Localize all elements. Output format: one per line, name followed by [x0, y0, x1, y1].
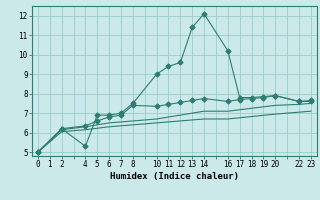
X-axis label: Humidex (Indice chaleur): Humidex (Indice chaleur) [110, 172, 239, 181]
